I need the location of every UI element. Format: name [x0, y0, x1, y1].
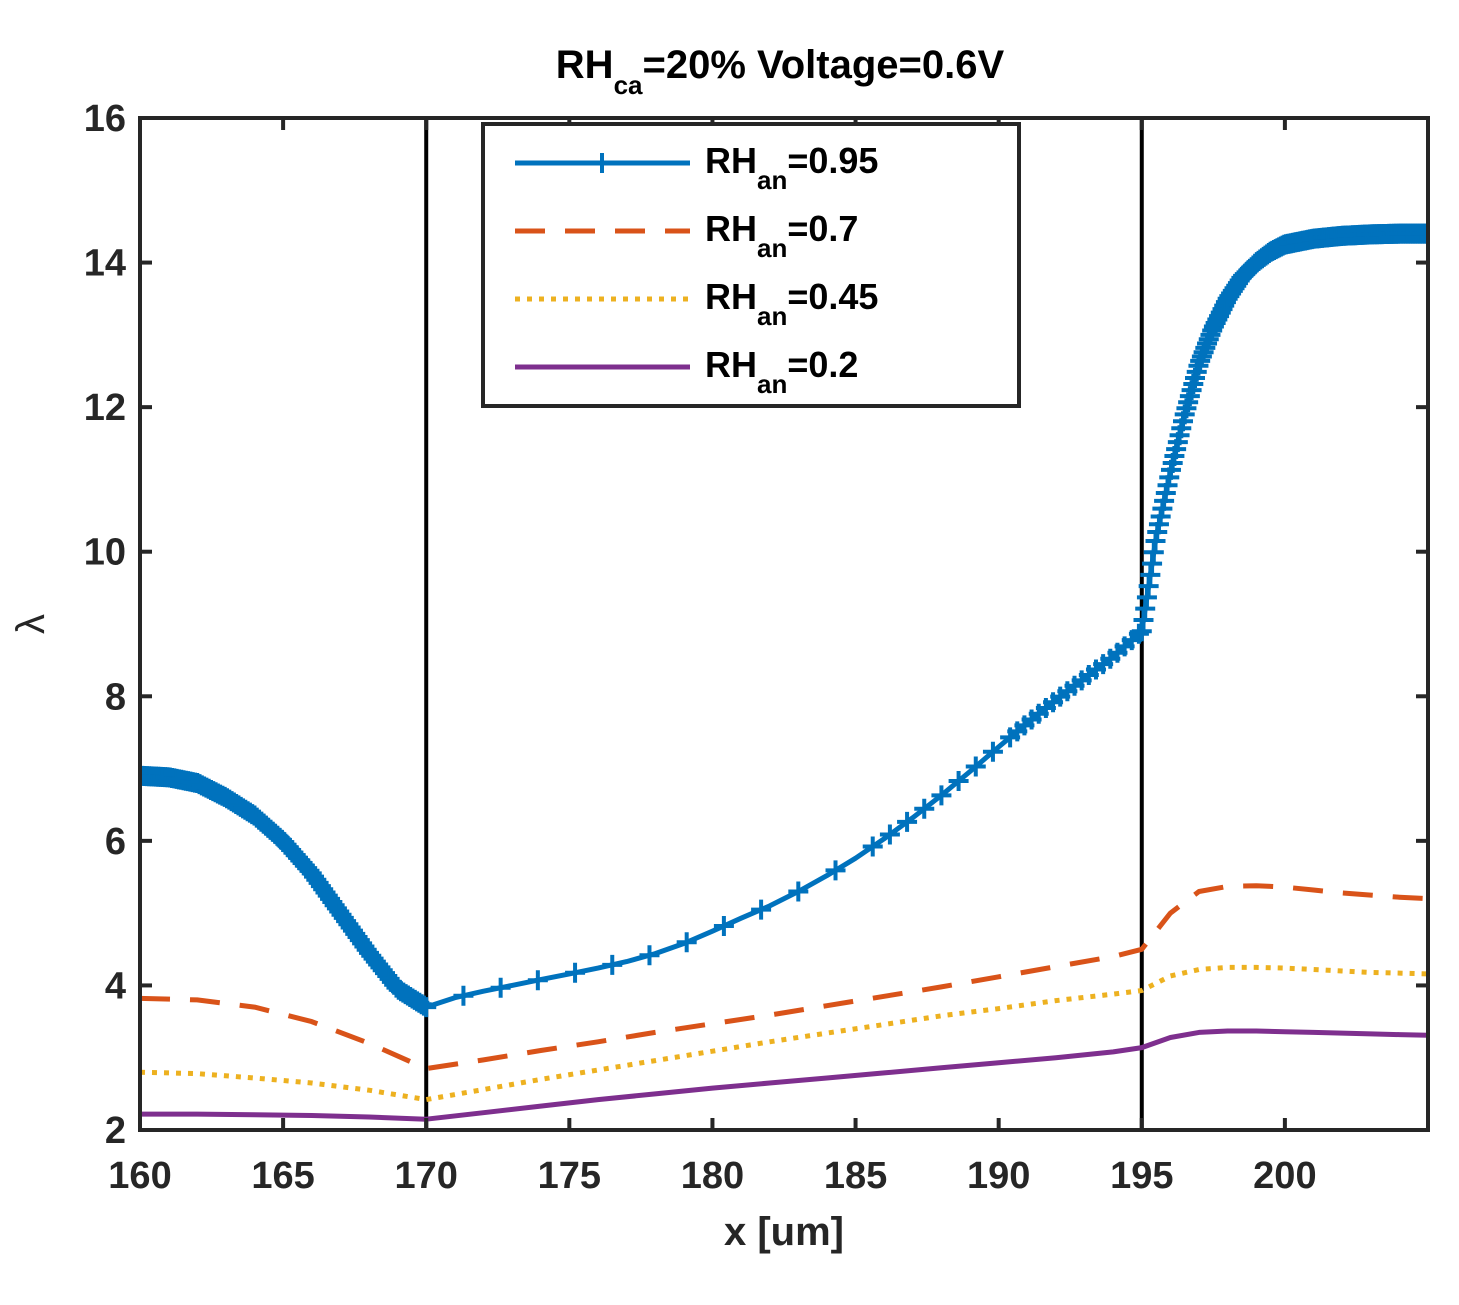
y-tick-label: 2 — [105, 1110, 126, 1152]
series-marker — [948, 771, 969, 792]
axes-box — [138, 116, 1430, 1132]
series-marker — [982, 741, 1003, 762]
x-tick-label: 190 — [967, 1155, 1030, 1197]
y-tick-label: 14 — [84, 243, 126, 285]
series-marker — [879, 824, 900, 845]
series-marker — [1128, 623, 1149, 644]
series-marker — [639, 945, 660, 966]
legend-label-3: RHan=0.2 — [705, 344, 858, 399]
legend-box — [481, 122, 1021, 408]
y-tick-label: 16 — [84, 98, 126, 140]
x-axis-label: x [um] — [724, 1210, 844, 1254]
series-marker — [825, 860, 846, 881]
series-marker — [897, 811, 918, 832]
series-marker — [602, 954, 623, 975]
series-marker — [490, 977, 511, 998]
y-axis-label: λ — [9, 614, 53, 634]
series-marker — [862, 836, 883, 857]
series-marker — [416, 997, 437, 1018]
legend-marker — [592, 153, 612, 173]
series-layer — [140, 223, 1428, 1122]
x-tick-label: 200 — [1253, 1155, 1316, 1197]
series-line-2 — [140, 964, 1428, 1103]
y-tick-label: 12 — [84, 387, 126, 429]
y-tick-label: 8 — [105, 676, 126, 718]
chart-title-prefix: RH — [556, 43, 614, 87]
x-tick-label: 175 — [538, 1155, 601, 1197]
y-tick-label: 10 — [84, 532, 126, 574]
x-tick-label: 160 — [108, 1155, 171, 1197]
axes-layer — [138, 116, 1430, 1132]
series-marker — [931, 785, 952, 806]
series-marker — [565, 962, 586, 983]
series-markers-0 — [140, 223, 1428, 1018]
series-marker — [965, 756, 986, 777]
series-marker — [788, 881, 809, 902]
legend-label-0: RHan=0.95 — [705, 140, 878, 195]
chart-title-subscript: ca — [614, 70, 643, 100]
series-line-3 — [140, 1028, 1428, 1122]
series-marker — [527, 970, 548, 991]
x-tick-label: 170 — [395, 1155, 458, 1197]
chart-title-suffix: =20% Voltage=0.6V — [643, 43, 1005, 87]
y-tick-label: 6 — [105, 821, 126, 863]
series-marker — [713, 916, 734, 937]
x-tick-label: 185 — [824, 1155, 887, 1197]
chart-title: RHca=20% Voltage=0.6V — [556, 43, 1005, 100]
x-tick-label: 180 — [681, 1155, 744, 1197]
series-marker — [676, 932, 697, 953]
series-marker — [453, 985, 474, 1006]
series-line-1 — [140, 883, 1428, 1072]
x-tick-label: 195 — [1110, 1155, 1173, 1197]
x-tick-label: 165 — [251, 1155, 314, 1197]
legend: RHan=0.95 RHan=0.7 RHan=0.45 RHan=0.2 — [481, 122, 1021, 408]
legend-label-1: RHan=0.7 — [705, 208, 858, 263]
legend-label-2: RHan=0.45 — [705, 276, 878, 331]
series-marker — [914, 798, 935, 819]
y-tick-label: 4 — [105, 965, 126, 1007]
series-marker — [751, 899, 772, 920]
ticks-layer: 160 165 170 175 180 185 190 195 200 2 4 6 8 10 12 14 16 — [84, 98, 1428, 1197]
